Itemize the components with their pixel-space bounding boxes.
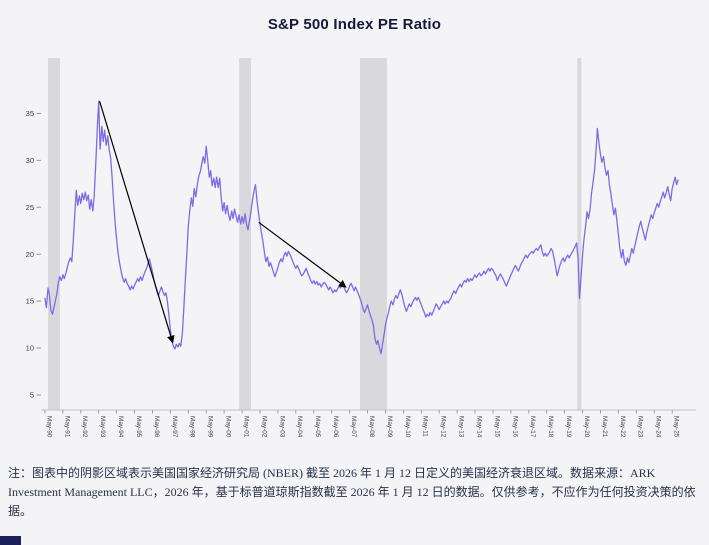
x-tick-label: May-18 bbox=[547, 416, 554, 438]
x-tick-label: May-13 bbox=[458, 416, 465, 438]
x-tick-label: May-00 bbox=[225, 416, 232, 438]
x-tick-label: May-06 bbox=[332, 416, 339, 438]
series-group bbox=[44, 100, 679, 355]
x-tick-label: May-17 bbox=[529, 416, 536, 438]
x-tick-label: May-90 bbox=[45, 416, 52, 438]
x-tick-label: May-94 bbox=[117, 416, 124, 438]
x-tick-label: May-95 bbox=[135, 416, 142, 438]
y-tick-label: 15 bbox=[26, 297, 34, 306]
recession-bands-group bbox=[48, 58, 582, 410]
x-tick-label: May-20 bbox=[583, 416, 590, 438]
axes-group: 5 10 15 20 25 30 35 May-90 May-91 May-92 May-93 May… bbox=[26, 109, 696, 438]
x-tick-label: May-93 bbox=[99, 416, 106, 438]
recession-band bbox=[360, 58, 387, 410]
trend-arrows-group bbox=[99, 101, 347, 344]
y-tick-label: 20 bbox=[26, 250, 34, 259]
y-tick-label: 10 bbox=[26, 344, 34, 353]
y-tick-label: 5 bbox=[30, 391, 34, 400]
trend-arrow bbox=[258, 221, 347, 288]
x-tick-label: May-96 bbox=[153, 416, 160, 438]
x-tick-label: May-14 bbox=[475, 416, 482, 438]
y-tick-label: 30 bbox=[26, 156, 34, 165]
footer-accent bbox=[0, 536, 21, 545]
x-tick-label: May-04 bbox=[296, 416, 303, 438]
x-tick-label: May-12 bbox=[440, 416, 447, 438]
x-tick-label: May-98 bbox=[189, 416, 196, 438]
x-tick-label: May-99 bbox=[207, 416, 214, 438]
x-tick-label: May-24 bbox=[655, 416, 662, 438]
x-tick-label: May-16 bbox=[511, 416, 518, 438]
x-tick-label: May-25 bbox=[673, 416, 680, 438]
x-tick-label: May-10 bbox=[404, 416, 411, 438]
x-tick-label: May-92 bbox=[81, 416, 88, 438]
x-tick-label: May-02 bbox=[260, 416, 267, 438]
x-tick-label: May-08 bbox=[368, 416, 375, 438]
recession-band bbox=[239, 58, 251, 410]
x-tick-label: May-91 bbox=[63, 416, 70, 438]
x-tick-label: May-03 bbox=[278, 416, 285, 438]
pe-ratio-line bbox=[44, 100, 679, 355]
recession-band bbox=[48, 58, 60, 410]
x-tick-label: May-05 bbox=[314, 416, 321, 438]
x-tick-label: May-23 bbox=[637, 416, 644, 438]
x-tick-label: May-15 bbox=[493, 416, 500, 438]
x-tick-label: May-07 bbox=[350, 416, 357, 438]
y-tick-label: 25 bbox=[26, 203, 34, 212]
x-tick-label: May-22 bbox=[619, 416, 626, 438]
pe-ratio-chart: 5 10 15 20 25 30 35 May-90 May-91 May-92 May-93 May… bbox=[26, 58, 696, 438]
chart-title: S&P 500 Index PE Ratio bbox=[267, 16, 442, 33]
y-tick-label: 35 bbox=[26, 109, 34, 118]
x-tick-label: May-21 bbox=[601, 416, 608, 438]
x-tick-label: May-97 bbox=[171, 416, 178, 438]
footnote: 注：图表中的阴影区域表示美国国家经济研究局 (NBER) 截至 2026 年 1… bbox=[8, 466, 696, 519]
x-tick-label: May-11 bbox=[422, 416, 429, 437]
x-tick-label: May-19 bbox=[565, 416, 572, 438]
trend-arrow bbox=[99, 101, 175, 344]
x-tick-label: May-09 bbox=[386, 416, 393, 438]
recession-band bbox=[577, 58, 582, 410]
x-tick-label: May-01 bbox=[243, 416, 250, 438]
